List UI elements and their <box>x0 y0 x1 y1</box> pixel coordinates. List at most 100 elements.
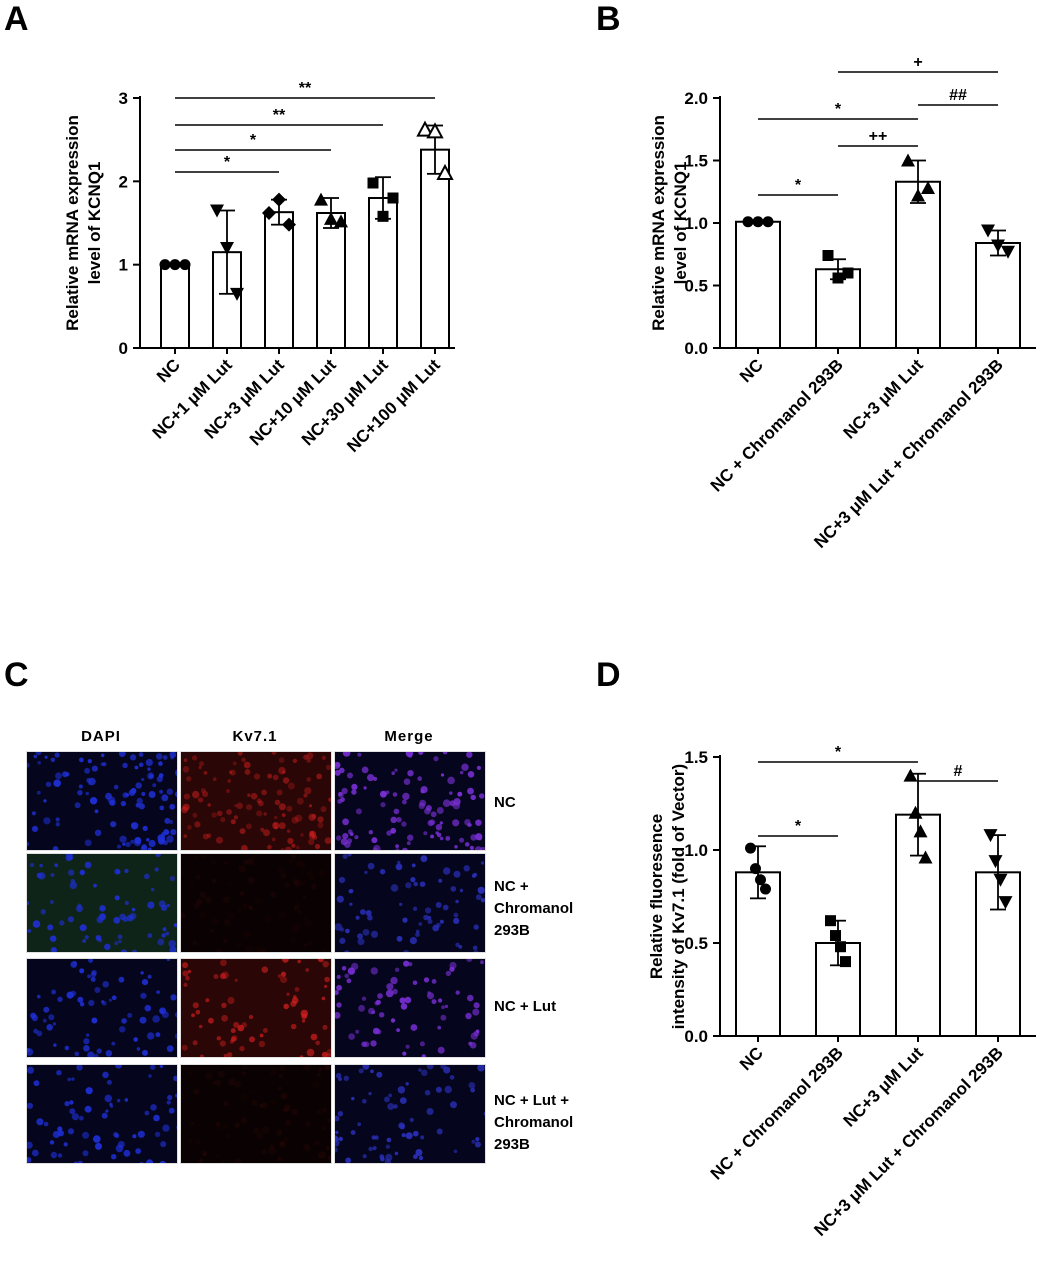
row-label-nc: NC <box>494 794 516 811</box>
panel-letter-d: D <box>596 656 621 694</box>
significance-label: ** <box>299 80 312 97</box>
chart-b: 0.0 0.5 1.0 1.5 2.0 Relative mRNA expression l… <box>649 54 1036 552</box>
data-point <box>835 941 846 953</box>
x-tick-label: NC + Chromanol 293B <box>707 1043 847 1183</box>
y-tick-label: 1.5 <box>684 748 708 767</box>
data-point <box>159 259 171 271</box>
data-point <box>377 210 389 222</box>
y-tick-label: 1.5 <box>684 152 708 171</box>
data-point <box>416 120 434 137</box>
x-tick-label: NC+100 μM Lut <box>343 355 444 456</box>
panel-letter-a: A <box>4 0 29 38</box>
data-point <box>1001 245 1015 259</box>
y-tick-label: 2.0 <box>684 89 708 108</box>
data-point <box>324 211 338 225</box>
data-point <box>282 217 296 232</box>
bar <box>316 212 346 349</box>
dapi-image <box>26 853 178 953</box>
bar <box>975 242 1021 349</box>
row-label-nc-chromanol: NC + Chromanol 293B <box>494 878 574 939</box>
data-point <box>901 153 915 167</box>
y-tick-label: 2 <box>119 172 128 191</box>
data-point <box>822 250 834 261</box>
kv71-image <box>180 751 332 851</box>
dapi-image <box>26 751 178 851</box>
data-point <box>830 930 841 942</box>
significance-label: * <box>224 154 231 171</box>
data-point <box>998 896 1013 910</box>
data-point <box>991 239 1005 253</box>
kv71-image <box>180 853 332 953</box>
y-tick-label: 1.0 <box>684 214 708 233</box>
bar <box>160 263 190 349</box>
row-label-nc-lut-chromanol: NC + Lut + Chromanol 293B <box>494 1092 574 1153</box>
data-point <box>387 192 399 204</box>
data-point <box>913 824 928 838</box>
merge-image <box>334 1064 486 1164</box>
merge-image <box>334 751 486 851</box>
x-tick-label: NC <box>736 355 767 386</box>
significance-label: * <box>835 744 842 761</box>
data-point <box>230 287 244 301</box>
data-point <box>367 177 379 189</box>
y-tick-label: 0.0 <box>684 1027 708 1046</box>
data-point <box>179 259 191 271</box>
data-point <box>755 874 766 886</box>
data-point <box>750 863 761 875</box>
data-point <box>762 216 774 228</box>
data-point <box>262 206 276 220</box>
kv71-image <box>180 1064 332 1164</box>
x-tick-label: NC+3 μM Lut <box>840 1043 927 1130</box>
x-tick-label: NC <box>153 355 184 386</box>
data-point <box>334 214 348 228</box>
data-point <box>918 850 933 864</box>
data-point <box>745 842 756 854</box>
data-point <box>220 242 234 255</box>
kv71-image <box>180 958 332 1058</box>
x-tick-label: NC <box>736 1043 767 1074</box>
y-tick-label: 1.0 <box>684 841 708 860</box>
data-point <box>169 259 181 271</box>
bar <box>895 180 941 349</box>
data-point <box>921 181 935 194</box>
data-point <box>840 956 851 968</box>
data-point <box>426 122 444 139</box>
y-tick-label: 0 <box>119 339 128 358</box>
y-tick-label: 3 <box>119 89 128 108</box>
y-tick-label: 0.5 <box>684 277 708 296</box>
data-point <box>825 915 836 927</box>
data-point <box>842 267 854 279</box>
chart-a: 0 1 2 3 Relative mRNA expression level of KCN… <box>63 80 455 456</box>
data-point <box>752 216 764 228</box>
y-axis-label: Relative fluoresence intensity of Kv7.1 (… <box>647 764 688 1029</box>
x-tick-label: NC+3 μM Lut <box>840 355 927 442</box>
y-axis-label: Relative mRNA expression level of KCNQ1 <box>649 115 690 331</box>
column-header-kv71: Kv7.1 <box>232 728 278 745</box>
data-point <box>832 272 844 284</box>
data-point <box>981 224 995 238</box>
significance-label: * <box>795 177 802 194</box>
y-tick-label: 1 <box>119 256 128 275</box>
bar <box>735 220 781 349</box>
significance-label: * <box>835 101 842 118</box>
significance-label: ## <box>949 87 967 104</box>
data-point <box>903 768 918 782</box>
significance-label: ** <box>273 107 286 124</box>
y-tick-label: 0.5 <box>684 934 708 953</box>
y-axis-label: Relative mRNA expression level of KCNQ1 <box>63 115 104 331</box>
data-point <box>911 188 925 202</box>
data-point <box>742 216 754 228</box>
data-point <box>993 873 1008 887</box>
column-header-dapi: DAPI <box>81 728 121 745</box>
data-point <box>210 204 224 218</box>
significance-label: + <box>913 54 922 71</box>
x-tick-label: NC + Chromanol 293B <box>707 355 847 495</box>
significance-label: * <box>250 132 257 149</box>
y-tick-label: 0.0 <box>684 339 708 358</box>
data-point <box>314 192 328 206</box>
merge-image <box>334 853 486 953</box>
data-point <box>760 883 771 895</box>
data-point <box>908 805 923 819</box>
